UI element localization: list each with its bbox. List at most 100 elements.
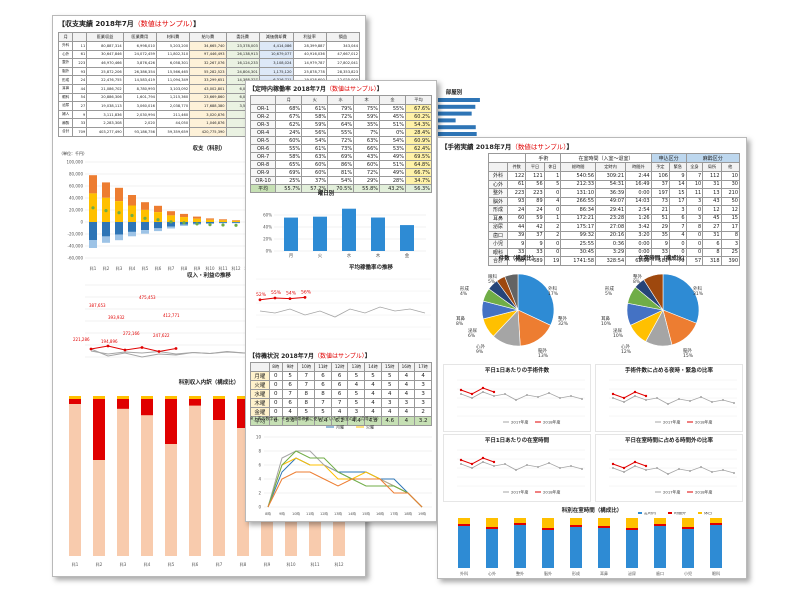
bar-positive	[180, 217, 188, 222]
table-cell: 540:56	[560, 171, 597, 181]
pie-label: 17%	[548, 291, 559, 297]
table-cell: 59%	[353, 112, 381, 121]
table-cell: 21	[650, 205, 670, 215]
table-cell: 23:28	[595, 213, 627, 223]
table-cell: 10	[720, 171, 741, 181]
pie-label: 心外	[476, 343, 485, 350]
y-tick-label: 6	[258, 463, 261, 468]
table-row: 小児 9 9 0 25:55 0:36 0:00 9 0 0 6 3	[487, 239, 741, 249]
table-cell: 72%	[327, 136, 355, 145]
stack-cap	[117, 396, 129, 399]
table-cell: 47,667,012	[325, 49, 361, 60]
x-tick-label: 19時	[418, 511, 426, 516]
x-tick-label: 科12	[231, 265, 241, 271]
bar-positive-top	[115, 187, 123, 202]
table-row: OR-6 55% 61% 73% 66% 53% 62.4%	[249, 144, 432, 153]
table-cell: 4	[397, 380, 416, 390]
stack-top	[542, 518, 554, 528]
series-2017-point	[645, 469, 647, 471]
table-cell: OR-6	[249, 144, 277, 153]
table-cell: 9	[525, 239, 545, 249]
table-cell: 32,267,076	[189, 58, 227, 68]
bar-positive-top	[232, 220, 240, 221]
pie-label: 10%	[613, 333, 624, 339]
mini-chart-title: 平日1日あたりの手術件数	[485, 366, 550, 374]
table-cell: 58%	[301, 112, 329, 121]
table-row: 火曜 0 6 7 6 6 4 4 5 4 3	[250, 380, 432, 390]
bar-negative	[167, 222, 175, 227]
table-cell: 8	[314, 389, 332, 399]
bar-negative-low	[128, 231, 136, 237]
series-2017-point	[526, 464, 528, 466]
table-cell: 6,058,301	[155, 58, 191, 68]
table-cell: 6	[281, 398, 299, 408]
table-cell: 51%	[379, 160, 406, 169]
table-cell: 耳鼻	[487, 213, 509, 223]
table-cell: 1,601,794	[122, 92, 157, 103]
table-cell: 43%	[353, 152, 381, 161]
table-cell: 1,046,876	[189, 118, 227, 128]
series-2017-point	[711, 401, 713, 403]
table-header: 時間外	[625, 162, 652, 172]
series-2018-point	[481, 386, 485, 390]
series-2017-line	[259, 306, 426, 318]
table-cell: 3:20	[625, 230, 652, 240]
y-tick-label: 10	[256, 435, 262, 440]
table-cell: 99:32	[560, 230, 597, 240]
series-2017-point	[623, 401, 625, 403]
data-label: 52%	[256, 292, 267, 298]
table-cell: 3:42	[625, 222, 652, 232]
data-label: 393,932	[108, 315, 125, 320]
series-2017-point	[559, 467, 561, 469]
table-cell: 3	[414, 380, 432, 390]
table-cell: 131:10	[560, 188, 597, 198]
bar-positive-top	[154, 205, 162, 213]
table-cell: 25:55	[560, 239, 597, 249]
table-cell: 5,203,200	[155, 41, 191, 51]
table-cell: 2,030,994	[122, 109, 157, 120]
table-cell: 6	[702, 239, 722, 249]
table-cell: 7%	[353, 128, 381, 137]
x-tick-label: 水	[347, 252, 352, 259]
stack-base	[117, 396, 129, 556]
series-2017-point	[700, 396, 702, 398]
table-cell: 形成	[487, 205, 509, 215]
stack-top	[654, 518, 666, 524]
data-label: 475,453	[139, 295, 156, 300]
table-header: 9時	[281, 362, 299, 372]
table-cell: 122	[507, 171, 527, 181]
stack-base	[189, 396, 201, 556]
bar-negative-low	[180, 224, 188, 226]
y-tick-label: 0%	[266, 249, 273, 254]
profit-marker	[221, 223, 225, 227]
series-2017-line	[612, 465, 735, 475]
table-cell: 58%	[275, 152, 303, 161]
table-header	[487, 162, 509, 172]
series-2017-point	[515, 399, 517, 401]
surgery-report-title: 【手術実績 2018年7月（数値はサンプル）】	[441, 143, 573, 151]
series-2018-point	[303, 296, 307, 299]
table-group-header: 申込区分	[650, 153, 687, 163]
table-cell: 28,399,887	[292, 41, 327, 51]
table-cell: 4	[364, 389, 382, 399]
table-group-header: 麻酔区分	[685, 153, 741, 163]
pie-label: 8%	[456, 321, 464, 327]
table-cell: 11,094,349	[155, 75, 191, 85]
table-cell: 17,688,380	[189, 101, 227, 111]
bar-negative-low	[115, 234, 123, 241]
table-cell: 25,878,778	[292, 66, 327, 77]
x-tick-label: 火	[318, 253, 323, 259]
table-cell: 36:39	[595, 188, 627, 198]
y-tick-label: 2	[258, 491, 261, 496]
table-header: 14時	[364, 362, 382, 372]
table-cell: 30,647,846	[86, 49, 124, 60]
table-row: OR-2 67% 58% 72% 59% 45% 60.2%	[249, 112, 432, 121]
data-label: 54%	[286, 291, 297, 297]
wait-note: ※上表の数字は、その時間帯稼働に使われていた手術室の数（月等平均）	[250, 416, 382, 421]
table-cell: 6	[314, 371, 332, 381]
stack-base	[69, 396, 81, 556]
table-row: 泌尿 44 42 2 175:17 27:08 3:42 29 7 8 27 17	[487, 222, 741, 232]
x-tick-label: 8時	[265, 511, 271, 516]
pie-label: 泌尿	[468, 327, 477, 334]
bar-negative	[89, 222, 97, 240]
